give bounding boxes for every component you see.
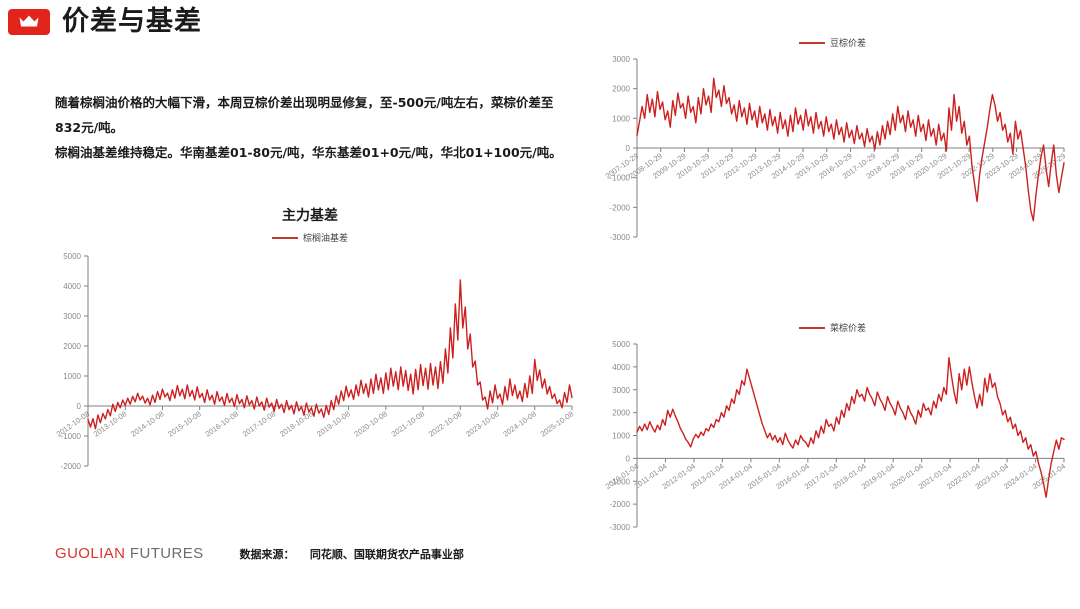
page-header: 价差与基差 [8, 8, 202, 35]
main-chart-legend-label: 棕榈油基差 [302, 234, 348, 244]
svg-text:4000: 4000 [63, 282, 81, 291]
bottom-chart-plot: 5000 4000 3000 2000 1000 0 -1000 -2000 -3000 2010… [595, 334, 1070, 609]
svg-text:-1000: -1000 [610, 174, 631, 183]
svg-text:1000: 1000 [63, 372, 81, 381]
svg-text:2000: 2000 [63, 342, 81, 351]
svg-text:5000: 5000 [612, 340, 630, 349]
svg-text:2020-10-08: 2020-10-08 [352, 409, 389, 438]
svg-text:2014-10-08: 2014-10-08 [129, 409, 166, 438]
svg-text:2024-10-08: 2024-10-08 [501, 409, 538, 438]
svg-text:-2000: -2000 [61, 462, 82, 471]
svg-text:5000: 5000 [63, 252, 81, 261]
main-basis-chart: 主力基差 棕榈油基差 5000 4000 3000 2000 1000 0 -1000 -20… [40, 205, 580, 544]
svg-text:2016-10-08: 2016-10-08 [203, 409, 240, 438]
svg-text:2022-10-08: 2022-10-08 [427, 409, 464, 438]
svg-text:-1000: -1000 [610, 477, 631, 486]
svg-text:-3000: -3000 [610, 233, 631, 242]
summary-paragraph-1: 随着棕榈油价格的大幅下滑，本周豆棕价差出现明显修复，至-500元/吨左右，菜棕价… [55, 95, 554, 135]
svg-text:4000: 4000 [612, 363, 630, 372]
top-chart-plot: 3000 2000 1000 0 -1000 -2000 -3000 2007-10-29 20… [595, 49, 1070, 319]
legend-swatch-icon [798, 326, 825, 329]
main-chart-legend: 棕榈油基差 [40, 231, 580, 244]
summary-text: 随着棕榈油价格的大幅下滑，本周豆棕价差出现明显修复，至-500元/吨左右，菜棕价… [55, 90, 565, 165]
data-source-value: 同花顺、国联期货农产品事业部 [309, 547, 464, 561]
main-chart-title: 主力基差 [282, 208, 338, 224]
top-chart-legend: 豆棕价差 [595, 36, 1070, 49]
bottom-chart-legend-label: 菜棕价差 [829, 324, 866, 334]
svg-text:2023-10-08: 2023-10-08 [464, 409, 501, 438]
svg-text:3000: 3000 [612, 55, 630, 64]
soybean-palm-spread-chart: 豆棕价差 3000 2000 1000 0 -1000 -2000 -3000 2007-10… [595, 30, 1070, 319]
svg-text:-2000: -2000 [610, 500, 631, 509]
svg-text:0: 0 [626, 454, 631, 463]
svg-text:0: 0 [77, 402, 82, 411]
svg-text:2000: 2000 [612, 85, 630, 94]
data-source-label: 数据来源： [239, 547, 295, 561]
guolian-futures-logo: GUOLIAN FUTURES [55, 545, 204, 562]
summary-paragraph-2: 棕榈油基差维持稳定。华南基差01-80元/吨，华东基差01+0元/吨，华北01+… [55, 145, 562, 160]
page-title: 价差与基差 [62, 6, 202, 37]
svg-text:-3000: -3000 [610, 523, 631, 532]
crown-icon [8, 8, 50, 35]
data-source: 数据来源： 同花顺、国联期货农产品事业部 [240, 546, 464, 562]
svg-text:2017-10-08: 2017-10-08 [241, 409, 278, 438]
svg-text:-2000: -2000 [610, 203, 631, 212]
main-chart-plot: 5000 4000 3000 2000 1000 0 -1000 -2000 2012-10-0… [40, 244, 580, 544]
bottom-chart-legend: 菜棕价差 [595, 321, 1070, 334]
svg-text:3000: 3000 [63, 312, 81, 321]
svg-text:2018-10-08: 2018-10-08 [278, 409, 315, 438]
svg-text:2015-10-08: 2015-10-08 [166, 409, 203, 438]
svg-text:-1000: -1000 [61, 432, 82, 441]
svg-text:2025-10-08: 2025-10-08 [539, 409, 576, 438]
legend-swatch-icon [271, 236, 298, 239]
page-footer: GUOLIAN FUTURES 数据来源： 同花顺、国联期货农产品事业部 [55, 545, 464, 562]
rapeseed-palm-spread-chart: 菜棕价差 5000 4000 3000 2000 1000 0 -1000 -2000 -300… [595, 315, 1070, 609]
svg-text:2019-10-08: 2019-10-08 [315, 409, 352, 438]
svg-text:2021-10-08: 2021-10-08 [390, 409, 427, 438]
logo-primary-text: GUOLIAN [55, 545, 126, 562]
svg-text:1000: 1000 [612, 114, 630, 123]
top-chart-legend-label: 豆棕价差 [829, 39, 866, 49]
svg-text:3000: 3000 [612, 386, 630, 395]
logo-secondary-text: FUTURES [129, 545, 204, 562]
svg-text:1000: 1000 [612, 432, 630, 441]
svg-text:2000: 2000 [612, 409, 630, 418]
svg-text:0: 0 [626, 144, 631, 153]
legend-swatch-icon [798, 41, 825, 44]
